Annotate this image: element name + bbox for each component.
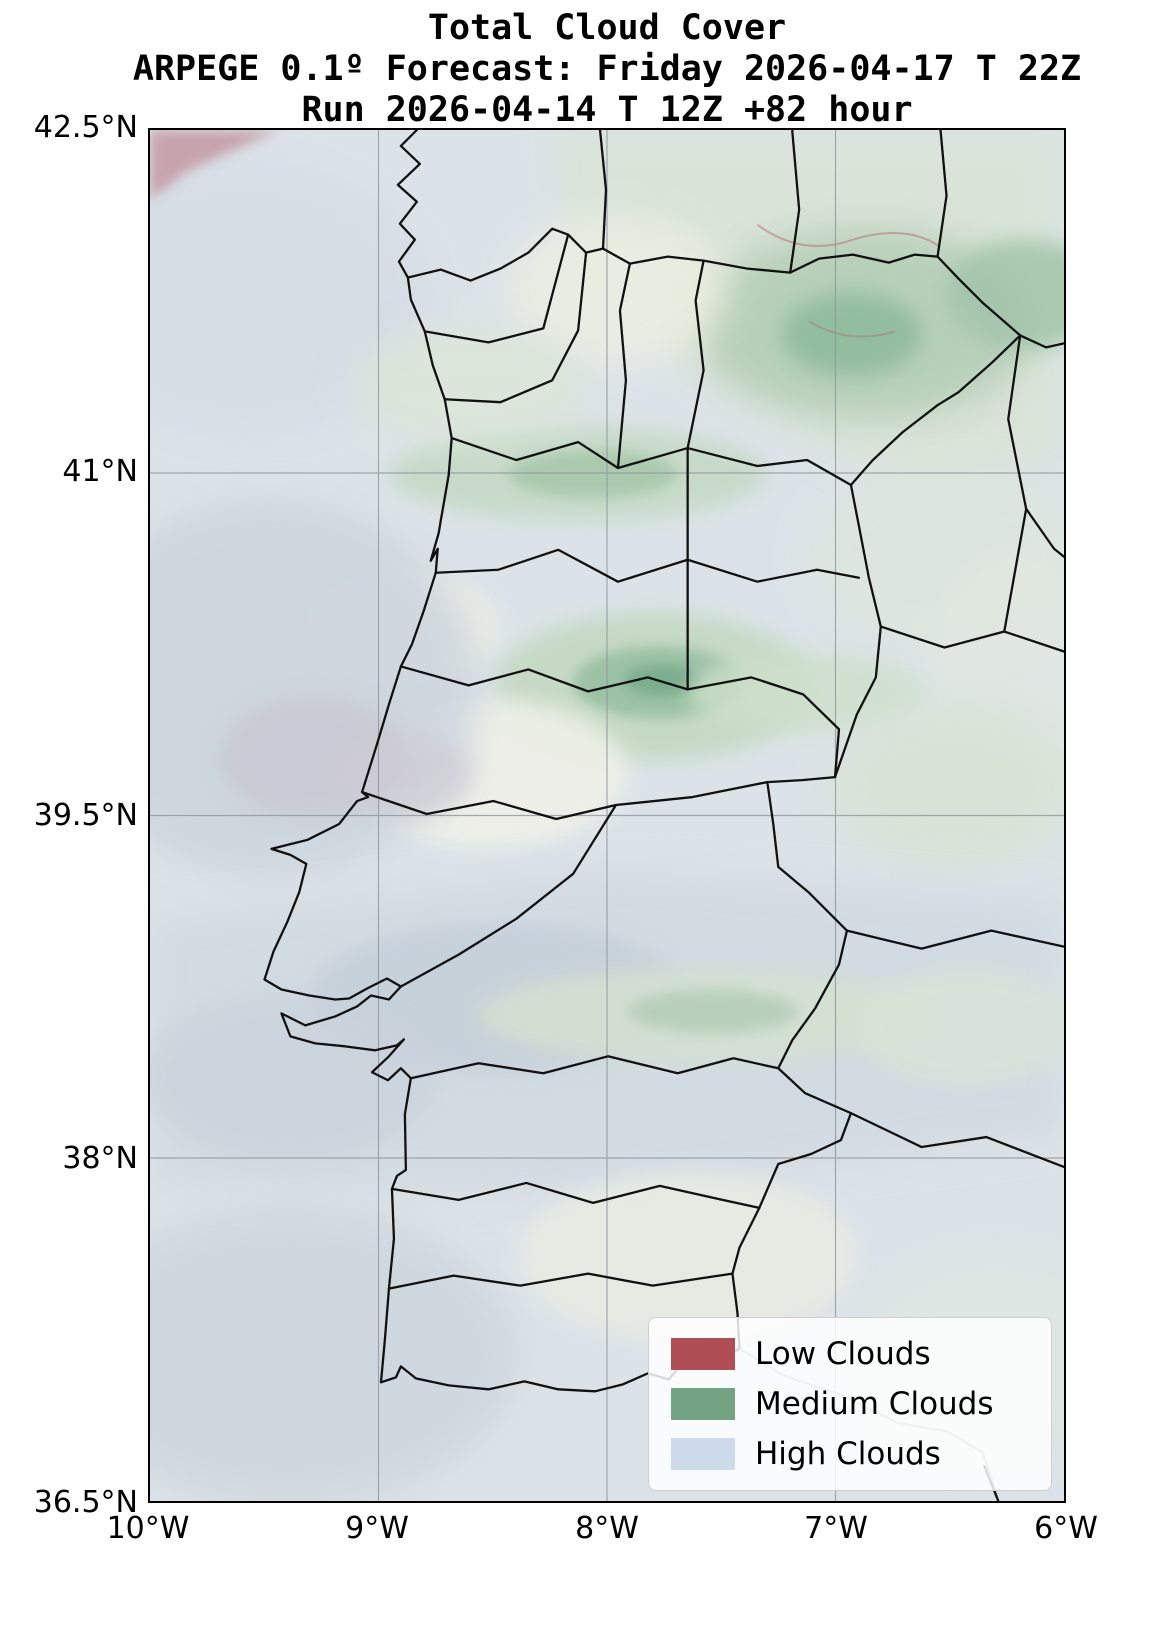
x-tick-label-10w: 10°W xyxy=(106,1511,190,1546)
legend-item-medium-clouds: Medium Clouds xyxy=(671,1386,1029,1422)
district-boundary xyxy=(409,1055,780,1080)
district-boundary-tagus xyxy=(399,780,769,988)
district-boundary xyxy=(434,548,861,583)
spain-province-boundary xyxy=(598,130,608,250)
district-boundary xyxy=(686,259,705,450)
high-clouds-swatch-icon xyxy=(671,1438,735,1470)
medium-cloud-streak xyxy=(687,651,927,736)
title-line-1: Total Cloud Cover xyxy=(427,8,787,48)
low-clouds-swatch-icon xyxy=(671,1338,735,1370)
low-cloud-patch-northwest xyxy=(150,130,280,200)
x-tick-label-6w: 6°W xyxy=(1034,1511,1098,1546)
legend-label-medium-clouds: Medium Clouds xyxy=(755,1386,994,1422)
district-boundary xyxy=(399,665,841,779)
spain-province-boundary xyxy=(845,929,1064,950)
medium-cloud-wash xyxy=(349,329,589,440)
legend-label-high-clouds: High Clouds xyxy=(755,1436,941,1472)
district-boundary xyxy=(616,262,632,470)
spain-province-boundary xyxy=(1003,507,1028,633)
legend-item-high-clouds: High Clouds xyxy=(671,1436,1029,1472)
spain-province-boundary xyxy=(789,130,801,274)
medium-cloud-core xyxy=(782,292,922,377)
medium-cloud-core xyxy=(627,989,798,1034)
low-clouds-swatch xyxy=(671,1338,735,1370)
x-tick-label-8w: 8°W xyxy=(575,1511,639,1546)
title-line-2: ARPEGE 0.1º Forecast: Friday 2026-04-17 … xyxy=(132,49,1082,89)
district-boundary xyxy=(360,790,618,821)
medium-clouds-swatch-icon xyxy=(671,1388,735,1420)
district-boundary-algarve xyxy=(387,1272,734,1290)
medium-clouds-swatch xyxy=(671,1388,735,1420)
medium-cloud-wash xyxy=(827,703,1064,873)
y-tick-label-38n: 38°N xyxy=(62,1141,138,1176)
x-tick-label-7w: 7°W xyxy=(804,1511,868,1546)
district-boundary xyxy=(443,251,588,404)
title-line-3: Run 2026-04-14 T 12Z +82 hour xyxy=(301,90,913,130)
district-boundary xyxy=(423,233,570,344)
legend-label-low-clouds: Low Clouds xyxy=(755,1336,931,1372)
high-cloud-blob xyxy=(150,992,439,1162)
gridlines xyxy=(150,130,1064,1501)
medium-cloud-wash xyxy=(856,967,1064,1088)
legend-item-low-clouds: Low Clouds xyxy=(671,1336,1029,1372)
spain-province-boundary xyxy=(849,1111,1064,1169)
forecast-map-svg xyxy=(150,130,1064,1501)
district-boundary-douro xyxy=(450,436,853,487)
district-boundary xyxy=(390,1181,761,1210)
y-tick-label-39-5n: 39.5°N xyxy=(33,798,138,833)
chart-title: Total Cloud Cover ARPEGE 0.1º Forecast: … xyxy=(40,8,1174,131)
x-tick-label-9w: 9°W xyxy=(345,1511,409,1546)
y-tick-label-41n: 41°N xyxy=(62,454,138,489)
y-tick-label-42-5n: 42.5°N xyxy=(33,110,138,145)
spain-province-boundary xyxy=(879,625,1064,653)
clear-patch xyxy=(518,1171,857,1342)
medium-cloud-blob xyxy=(946,239,1064,350)
portugal-spain-border xyxy=(406,227,1022,1350)
low-cloud-contour-line xyxy=(808,320,896,338)
spain-province-boundary xyxy=(936,130,948,258)
low-cloud-contour-line xyxy=(756,223,940,248)
atlantic-coastline xyxy=(263,130,741,1393)
spain-province-boundary xyxy=(1019,334,1064,349)
y-tick-label-36-5n: 36.5°N xyxy=(33,1485,138,1520)
boundaries xyxy=(263,130,1064,1501)
map-plot-area: Low Clouds Medium Clouds High Clouds xyxy=(148,128,1066,1503)
legend: Low Clouds Medium Clouds High Clouds xyxy=(648,1317,1052,1491)
high-clouds-swatch xyxy=(671,1438,735,1470)
